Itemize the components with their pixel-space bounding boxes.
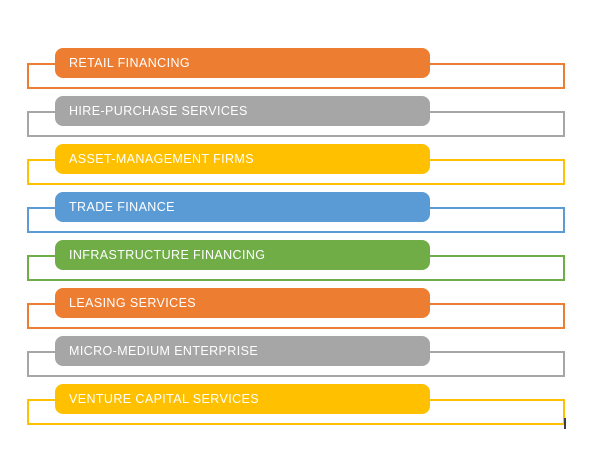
list-item: INFRASTRUCTURE FINANCING xyxy=(0,240,600,288)
list-item: ASSET-MANAGEMENT FIRMS xyxy=(0,144,600,192)
list-item: VENTURE CAPITAL SERVICES xyxy=(0,384,600,432)
list-item-label: MICRO-MEDIUM ENTERPRISE xyxy=(69,344,259,358)
list-item: LEASING SERVICES xyxy=(0,288,600,336)
list-item-label: LEASING SERVICES xyxy=(69,296,197,310)
list-item: MICRO-MEDIUM ENTERPRISE xyxy=(0,336,600,384)
text-cursor xyxy=(564,418,566,429)
list-item-bar-shape[interactable]: LEASING SERVICES xyxy=(55,288,430,318)
list-item-bar-shape[interactable]: RETAIL FINANCING xyxy=(55,48,430,78)
list-item-label: ASSET-MANAGEMENT FIRMS xyxy=(69,152,254,166)
list-item-label: VENTURE CAPITAL SERVICES xyxy=(69,392,259,406)
list-item-label: TRADE FINANCE xyxy=(69,200,175,214)
list-item: HIRE-PURCHASE SERVICES xyxy=(0,96,600,144)
list-item-label: INFRASTRUCTURE FINANCING xyxy=(69,248,266,262)
list-item-bar-shape[interactable]: VENTURE CAPITAL SERVICES xyxy=(55,384,430,414)
list-item-bar-shape[interactable]: TRADE FINANCE xyxy=(55,192,430,222)
list-item: TRADE FINANCE xyxy=(0,192,600,240)
list-item-bar-shape[interactable]: MICRO-MEDIUM ENTERPRISE xyxy=(55,336,430,366)
list-item-label: HIRE-PURCHASE SERVICES xyxy=(69,104,248,118)
list-item-bar-shape[interactable]: HIRE-PURCHASE SERVICES xyxy=(55,96,430,126)
list-item-label: RETAIL FINANCING xyxy=(69,56,190,70)
list-item-bar-shape[interactable]: ASSET-MANAGEMENT FIRMS xyxy=(55,144,430,174)
list-item-bar-shape[interactable]: INFRASTRUCTURE FINANCING xyxy=(55,240,430,270)
list-item: RETAIL FINANCING xyxy=(0,48,600,96)
